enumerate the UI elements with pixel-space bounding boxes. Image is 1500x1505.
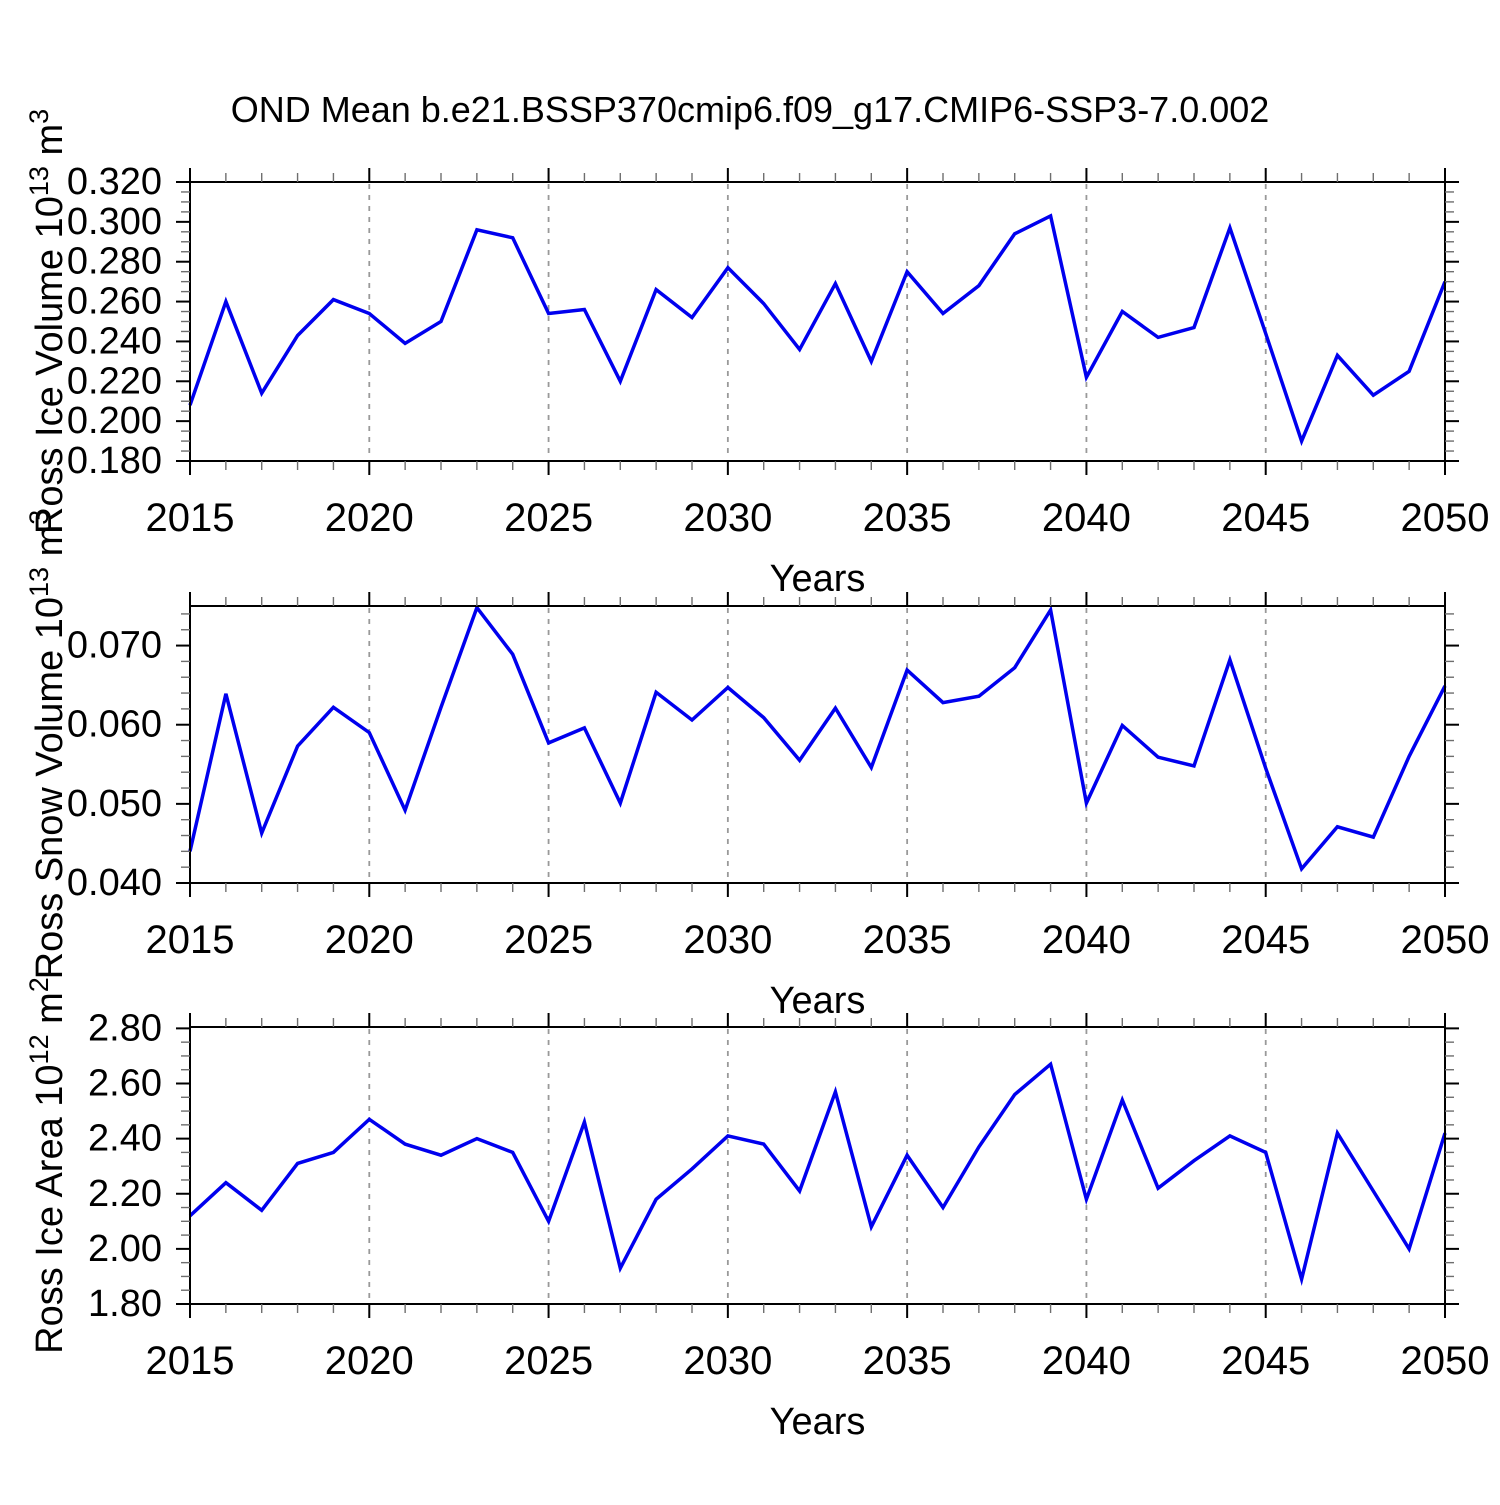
xtick-label: 2040: [1042, 496, 1131, 540]
panels-group: 0.1800.2000.2200.2400.2600.2800.3000.320…: [24, 109, 1489, 1443]
xtick-label: 2020: [325, 918, 414, 962]
xtick-label: 2025: [504, 918, 593, 962]
ytick-label: 0.040: [67, 862, 162, 904]
xtick-label: 2045: [1221, 1339, 1310, 1383]
panel-ross-ice-volume: 0.1800.2000.2200.2400.2600.2800.3000.320…: [24, 109, 1489, 600]
ytick-label: 0.240: [67, 320, 162, 362]
panel-ross-snow-volume: 0.040 0.050 0.060 0.070 2015 2020 2025 2030 2035…: [24, 510, 1489, 1022]
ross-ice-volume-gridlines: [368, 184, 1267, 459]
xtick-label: 2050: [1401, 1339, 1490, 1383]
ross-snow-volume-gridlines: [368, 608, 1267, 881]
ytick-label: 2.20: [88, 1173, 162, 1215]
ytick-label: 0.280: [67, 241, 162, 283]
xtick-label: 2050: [1401, 918, 1490, 962]
ross-snow-volume-xlabel: Years: [770, 980, 866, 1022]
ytick-label: 0.200: [67, 400, 162, 442]
xtick-label: 2045: [1221, 496, 1310, 540]
ytick-label: 0.180: [67, 440, 162, 482]
xtick-label: 2035: [863, 496, 952, 540]
xtick-label: 2025: [504, 496, 593, 540]
ytick-label: 0.220: [67, 360, 162, 402]
ytick-label: 0.320: [67, 161, 162, 203]
xtick-label: 2030: [683, 1339, 772, 1383]
ytick-label: 2.80: [88, 1007, 162, 1049]
ytick-label: 1.80: [88, 1283, 162, 1325]
xtick-label: 2020: [325, 1339, 414, 1383]
ross-ice-area-ylabel: Ross Ice Area 1012 m2: [24, 977, 71, 1354]
ross-ice-volume-ylabel: Ross Ice Volume 1013 m3: [24, 109, 71, 534]
ross-ice-area-gridlines: [368, 1029, 1267, 1302]
ross-ice-volume-line: [188, 213, 1447, 447]
xtick-label: 2015: [146, 1339, 235, 1383]
ross-ice-volume-ticks: [176, 168, 1459, 475]
ytick-label: 2.00: [88, 1228, 162, 1270]
xtick-label: 2015: [146, 918, 235, 962]
ross-snow-volume-line: [188, 603, 1447, 873]
ytick-label: 0.260: [67, 281, 162, 323]
xtick-label: 2035: [863, 1339, 952, 1383]
ross-ice-area-ticks: [176, 1013, 1459, 1318]
ross-ice-area-xtick-labels: 2015 2020 2025 2030 2035 2040 2045 2050: [146, 1339, 1490, 1383]
ross-snow-volume-xtick-labels: 2015 2020 2025 2030 2035 2040 2045 2050: [146, 918, 1490, 962]
ytick-label: 0.300: [67, 201, 162, 243]
xtick-label: 2040: [1042, 918, 1131, 962]
chart-title: OND Mean b.e21.BSSP370cmip6.f09_g17.CMIP…: [231, 89, 1270, 130]
xtick-label: 2030: [683, 496, 772, 540]
ross-ice-area-axis-box: [189, 1026, 1446, 1305]
ytick-label: 0.070: [67, 625, 162, 667]
ross-snow-volume-ylabel: Ross Snow Volume 1013 m3: [24, 510, 71, 980]
xtick-label: 2030: [683, 918, 772, 962]
ross-ice-area-ytick-labels: 1.80 2.00 2.20 2.40 2.60 2.80: [88, 1007, 162, 1325]
ross-snow-volume-axis-box: [189, 605, 1446, 884]
xtick-label: 2020: [325, 496, 414, 540]
ross-snow-volume-ytick-labels: 0.040 0.050 0.060 0.070: [67, 625, 162, 904]
xtick-label: 2015: [146, 496, 235, 540]
ytick-label: 0.060: [67, 704, 162, 746]
ytick-label: 2.40: [88, 1118, 162, 1160]
ross-ice-volume-xlabel: Years: [770, 558, 866, 600]
ross-ice-volume-xtick-labels: 2015 2020 2025 2030 2035 2040 2045 2050: [146, 496, 1490, 540]
ytick-label: 2.60: [88, 1063, 162, 1105]
xtick-label: 2035: [863, 918, 952, 962]
ytick-label: 0.050: [67, 783, 162, 825]
ross-ice-area-line: [188, 1061, 1447, 1287]
panel-ross-ice-area: 1.80 2.00 2.20 2.40 2.60 2.80 2015 2020 2025 2030…: [24, 977, 1489, 1443]
xtick-label: 2045: [1221, 918, 1310, 962]
xtick-label: 2050: [1401, 496, 1490, 540]
xtick-label: 2040: [1042, 1339, 1131, 1383]
ross-snow-volume-ticks: [176, 592, 1459, 897]
ross-ice-area-xlabel: Years: [770, 1401, 866, 1443]
xtick-label: 2025: [504, 1339, 593, 1383]
